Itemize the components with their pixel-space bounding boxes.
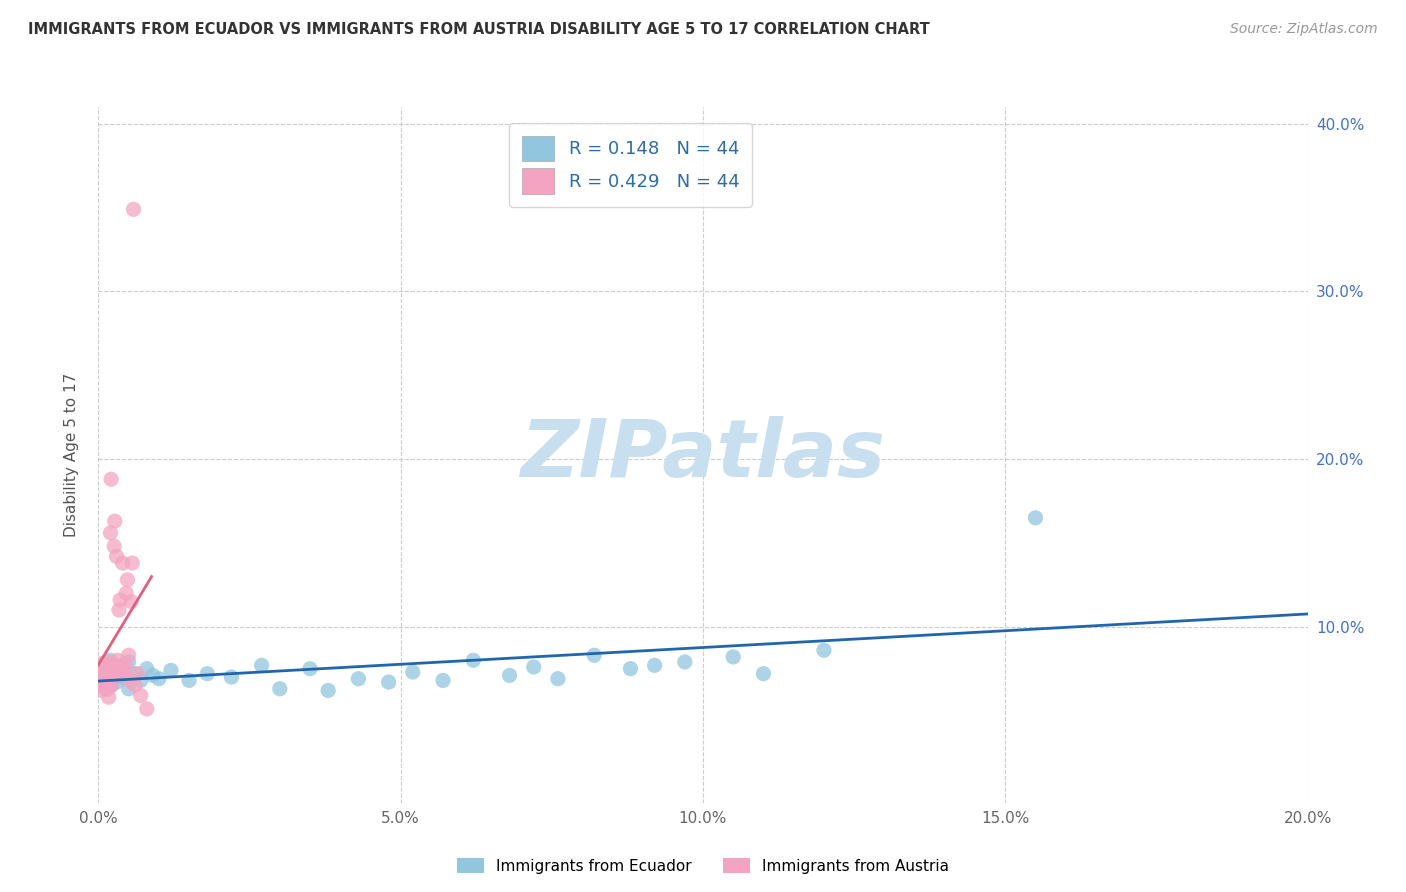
Point: [299, 662, 322, 676]
Point: [673, 655, 696, 669]
Point: [103, 666, 125, 681]
Point: [100, 472, 122, 486]
Point: [463, 653, 485, 667]
Point: [121, 556, 143, 570]
Point: [91, 670, 114, 684]
Point: [96, 681, 118, 696]
Point: [118, 648, 141, 663]
Point: [93, 673, 115, 688]
Point: [105, 660, 128, 674]
Point: [108, 603, 131, 617]
Point: [619, 662, 641, 676]
Point: [250, 658, 273, 673]
Y-axis label: Disability Age 5 to 17: Disability Age 5 to 17: [65, 373, 79, 537]
Point: [124, 678, 146, 692]
Point: [195, 666, 218, 681]
Point: [644, 658, 666, 673]
Point: [135, 702, 157, 716]
Point: [103, 539, 125, 553]
Point: [377, 675, 399, 690]
Point: [93, 657, 115, 671]
Legend: R = 0.148   N = 44, R = 0.429   N = 44: R = 0.148 N = 44, R = 0.429 N = 44: [509, 123, 752, 207]
Point: [135, 662, 157, 676]
Point: [96, 673, 118, 688]
Point: [316, 683, 339, 698]
Point: [101, 657, 124, 671]
Point: [108, 593, 131, 607]
Point: [127, 666, 149, 681]
Point: [813, 643, 835, 657]
Point: [723, 649, 745, 664]
Point: [90, 657, 112, 671]
Point: [97, 690, 120, 705]
Point: [98, 664, 121, 678]
Point: [97, 681, 120, 696]
Point: [160, 664, 183, 678]
Point: [148, 672, 170, 686]
Point: [100, 664, 122, 678]
Point: [118, 655, 141, 669]
Point: [118, 681, 141, 696]
Point: [117, 573, 139, 587]
Point: [93, 666, 115, 681]
Point: [94, 660, 117, 674]
Point: [100, 678, 122, 692]
Point: [142, 668, 165, 682]
Point: [107, 653, 129, 667]
Point: [122, 202, 145, 217]
Point: [523, 660, 546, 674]
Text: IMMIGRANTS FROM ECUADOR VS IMMIGRANTS FROM AUSTRIA DISABILITY AGE 5 TO 17 CORREL: IMMIGRANTS FROM ECUADOR VS IMMIGRANTS FR…: [28, 22, 929, 37]
Point: [179, 673, 201, 688]
Point: [93, 662, 115, 676]
Point: [111, 556, 134, 570]
Text: Source: ZipAtlas.com: Source: ZipAtlas.com: [1230, 22, 1378, 37]
Point: [100, 653, 122, 667]
Point: [105, 665, 128, 679]
Point: [89, 678, 111, 692]
Point: [547, 672, 569, 686]
Point: [269, 681, 291, 696]
Point: [90, 673, 112, 688]
Point: [96, 655, 118, 669]
Point: [111, 658, 134, 673]
Point: [105, 675, 128, 690]
Point: [93, 677, 115, 691]
Point: [432, 673, 454, 688]
Point: [583, 648, 606, 663]
Point: [221, 670, 243, 684]
Point: [104, 514, 127, 528]
Text: ZIPatlas: ZIPatlas: [520, 416, 886, 494]
Point: [115, 586, 138, 600]
Point: [100, 525, 122, 540]
Point: [118, 673, 141, 688]
Point: [112, 664, 135, 678]
Point: [105, 549, 128, 564]
Point: [91, 662, 114, 676]
Point: [96, 668, 118, 682]
Point: [111, 670, 134, 684]
Point: [347, 672, 370, 686]
Point: [498, 668, 520, 682]
Point: [402, 665, 425, 679]
Point: [98, 672, 121, 686]
Point: [90, 666, 112, 681]
Point: [129, 673, 152, 688]
Point: [124, 666, 146, 681]
Point: [100, 678, 122, 692]
Point: [91, 683, 114, 698]
Point: [89, 665, 111, 679]
Point: [752, 666, 775, 681]
Point: [1024, 510, 1046, 524]
Point: [129, 689, 152, 703]
Point: [104, 662, 127, 676]
Legend: Immigrants from Ecuador, Immigrants from Austria: Immigrants from Ecuador, Immigrants from…: [450, 852, 956, 880]
Point: [120, 594, 142, 608]
Point: [114, 657, 136, 671]
Point: [110, 666, 132, 681]
